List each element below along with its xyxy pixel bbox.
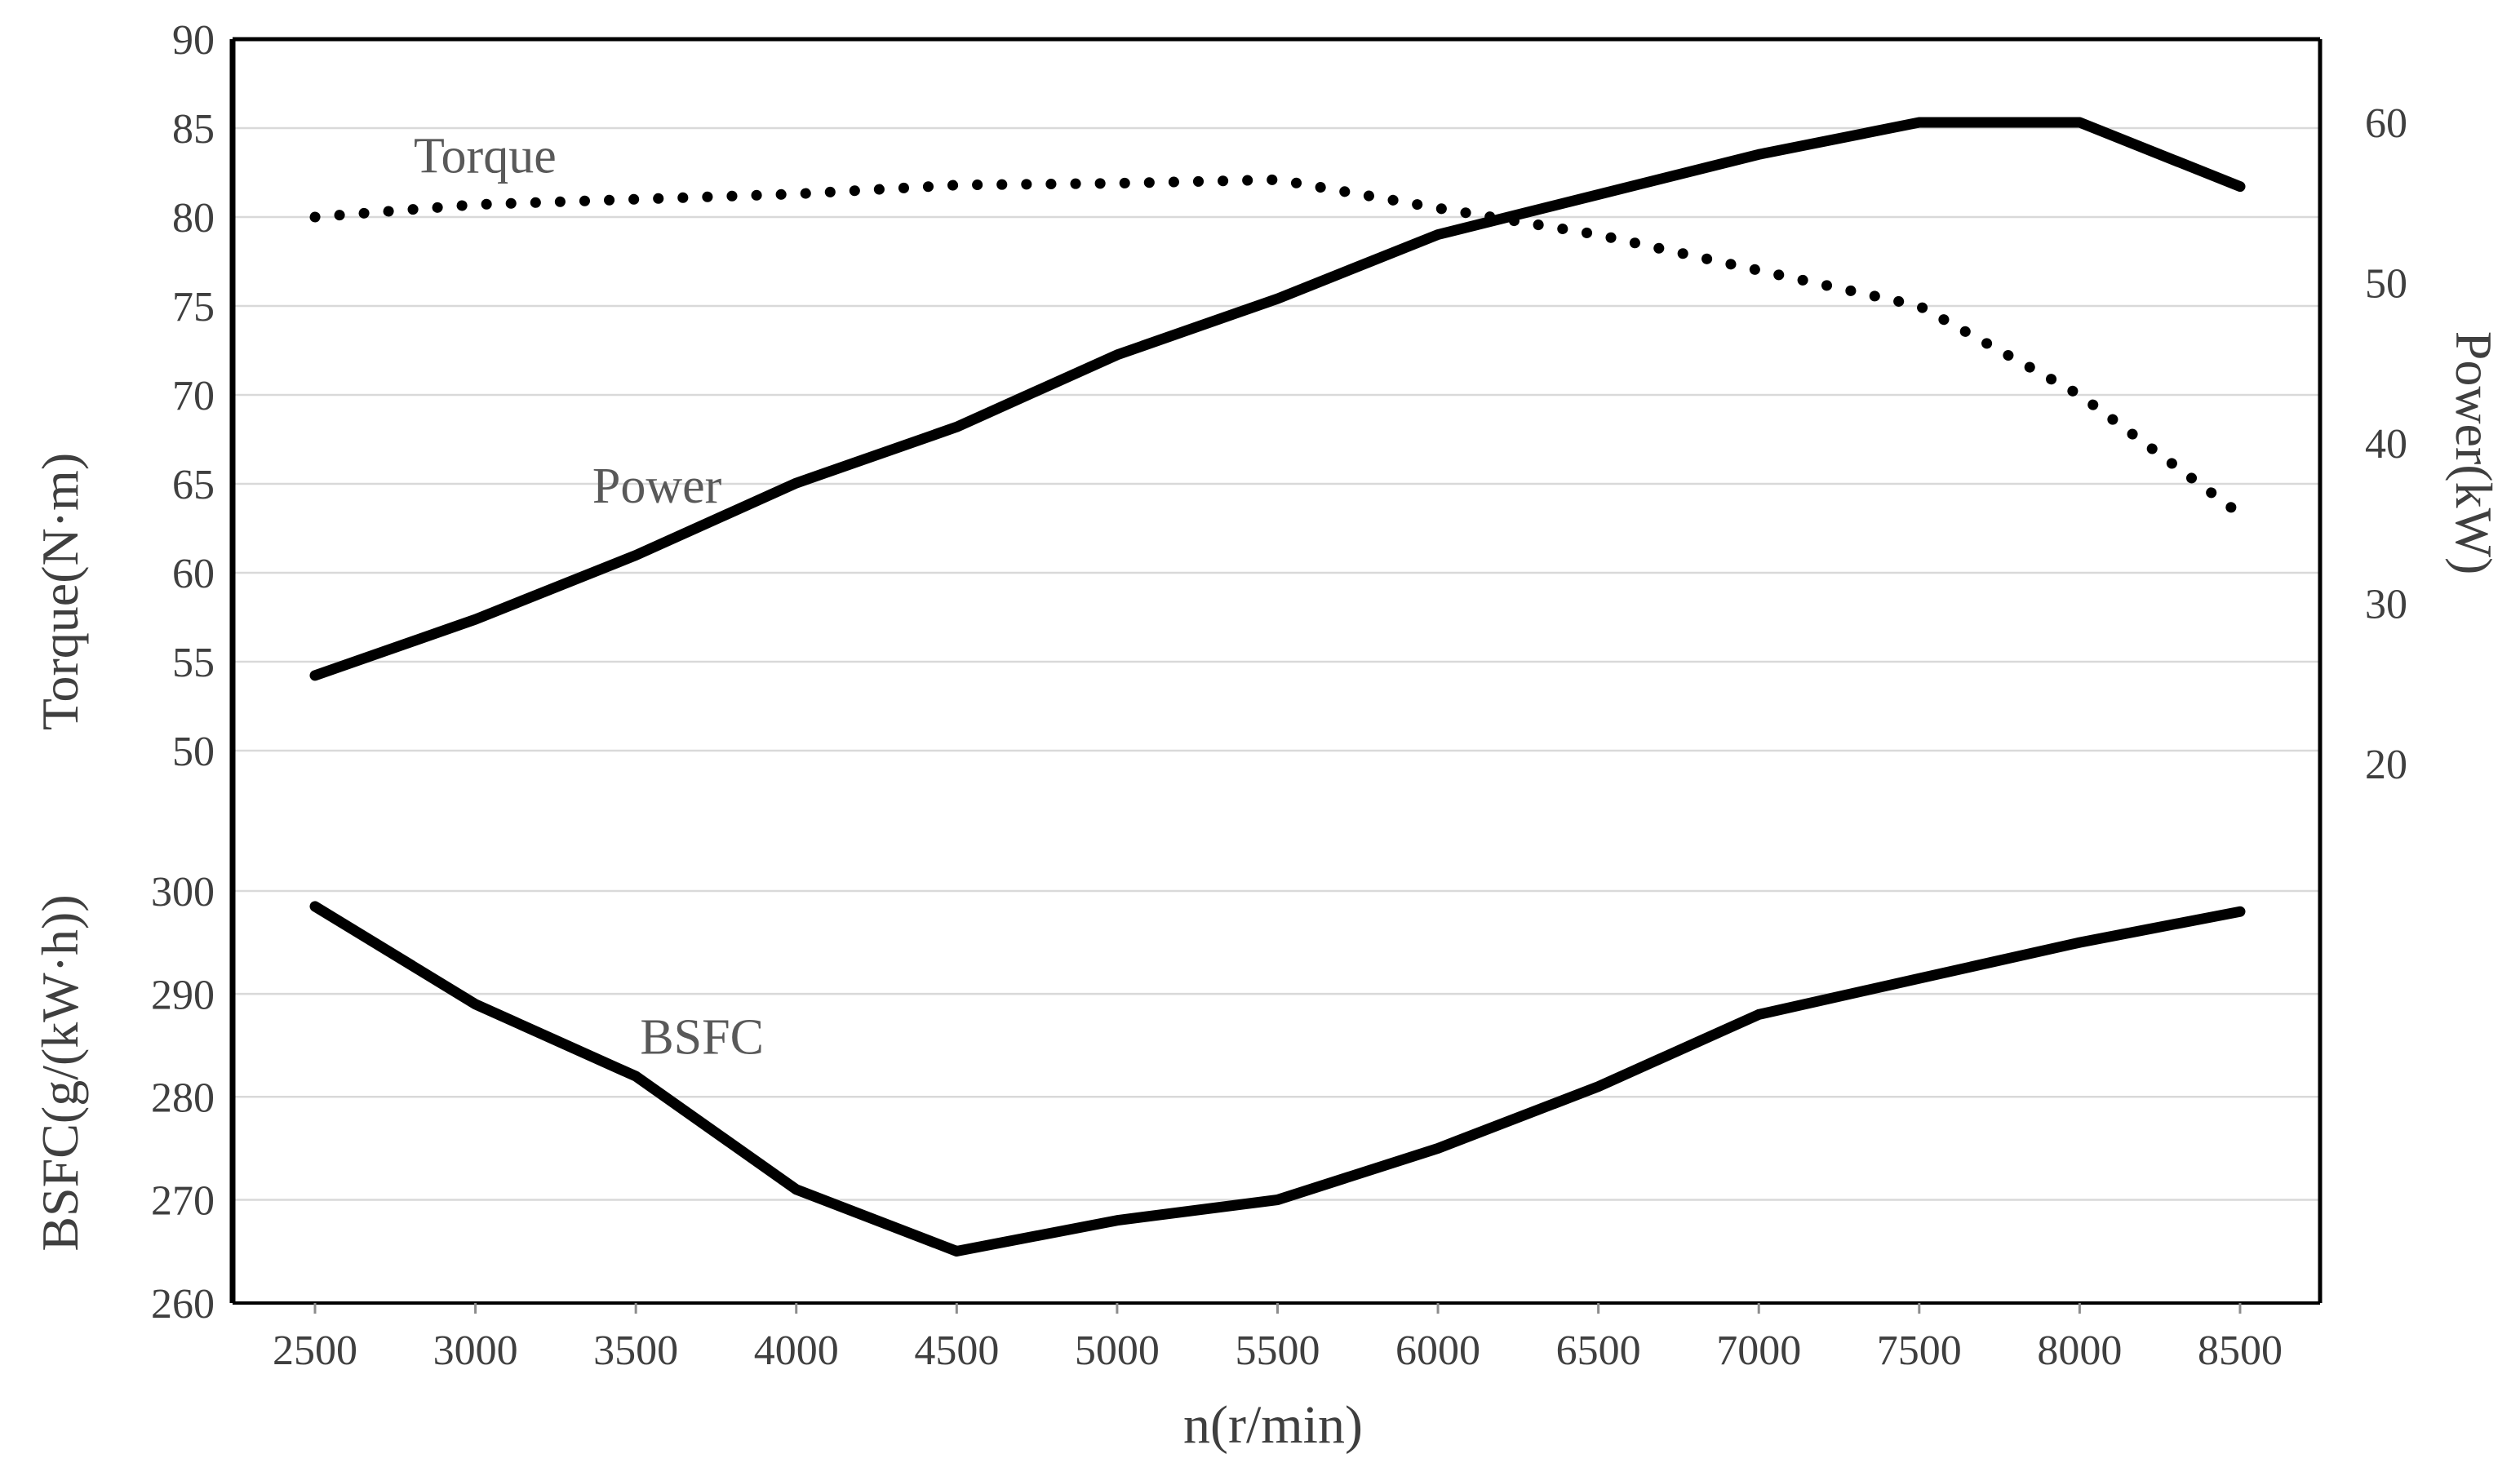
power-tick-label: 40 xyxy=(2365,421,2407,468)
axis-tick-labels: 90 85 80 75 70 65 60 55 50 300 290 280 270 260 60 50 40 3… xyxy=(151,17,2407,1374)
axis-titles: Torque(N·m) BSFC(g/(kW·h)) Power(kW) n(r/mi… xyxy=(31,331,2503,1455)
power-series-line xyxy=(309,117,2246,681)
bsfc-tick-label: 300 xyxy=(151,869,215,915)
series-label-bsfc: BSFC xyxy=(640,1010,764,1066)
torque-tick-label: 85 xyxy=(172,106,215,153)
torque-tick-label: 90 xyxy=(172,17,215,64)
x-tick-label: 6500 xyxy=(1556,1328,1641,1374)
x-tick-label: 7000 xyxy=(1716,1328,1801,1374)
power-tick-label: 50 xyxy=(2365,261,2407,308)
series-label-torque: Torque xyxy=(414,128,557,184)
x-tick-label: 8000 xyxy=(2037,1328,2122,1374)
x-tick-label: 3500 xyxy=(593,1328,678,1374)
torque-tick-label: 75 xyxy=(172,284,215,330)
torque-tick-label: 80 xyxy=(172,195,215,242)
bsfc-tick-label: 270 xyxy=(151,1178,215,1225)
torque-tick-label: 60 xyxy=(172,551,215,597)
x-tick-label: 5000 xyxy=(1075,1328,1160,1374)
power-tick-label: 20 xyxy=(2365,742,2407,788)
x-tick-label: 7500 xyxy=(1877,1328,1962,1374)
bsfc-tick-label: 290 xyxy=(151,972,215,1018)
power-tick-label: 30 xyxy=(2365,582,2407,628)
x-tick-label: 2500 xyxy=(273,1328,357,1374)
torque-axis-title: Torque(N·m) xyxy=(31,453,89,730)
bsfc-tick-label: 260 xyxy=(151,1281,215,1328)
x-tick-label: 5500 xyxy=(1235,1328,1320,1374)
x-tick-label: 4000 xyxy=(754,1328,839,1374)
bsfc-axis-title: BSFC(g/(kW·h)) xyxy=(31,894,89,1251)
power-axis-title: Power(kW) xyxy=(2445,331,2503,575)
bsfc-tick-label: 280 xyxy=(151,1075,215,1122)
torque-tick-label: 50 xyxy=(172,729,215,775)
x-axis-title: n(r/min) xyxy=(1183,1395,1363,1455)
bsfc-series-line xyxy=(309,901,2246,1257)
torque-tick-label: 70 xyxy=(172,373,215,419)
x-axis-ticks xyxy=(313,1303,2242,1314)
series-label-power: Power xyxy=(592,459,722,514)
x-tick-label: 8500 xyxy=(2198,1328,2283,1374)
torque-tick-label: 55 xyxy=(172,640,215,686)
power-tick-label: 60 xyxy=(2365,100,2407,147)
x-tick-label: 3000 xyxy=(433,1328,518,1374)
torque-series-line xyxy=(309,174,2246,520)
x-tick-label: 6000 xyxy=(1395,1328,1480,1374)
torque-tick-label: 65 xyxy=(172,462,215,508)
x-tick-label: 4500 xyxy=(914,1328,999,1374)
